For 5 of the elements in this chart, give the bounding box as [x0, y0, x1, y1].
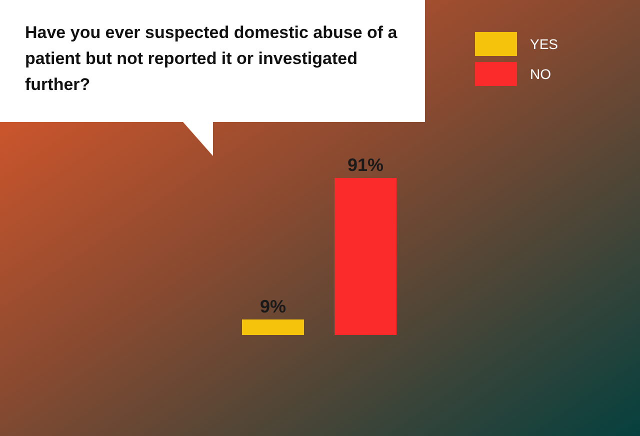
chart-title: Have you ever suspected domestic abuse of a patient but not reported it or investigated further? [25, 23, 398, 94]
legend-label: YES [530, 36, 558, 52]
legend-label: NO [530, 66, 552, 82]
data-label: 91% [347, 155, 384, 175]
data-label: 9% [260, 296, 286, 316]
